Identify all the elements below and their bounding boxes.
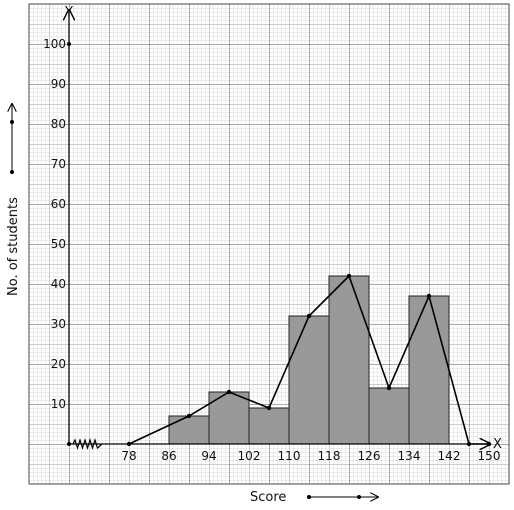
- tick-labels: 10 20 30 40 50 60 70 80 90 100 78 86 94 102 110 118 126 1…: [43, 37, 500, 463]
- x-tick-label: 134: [398, 449, 421, 463]
- polygon-point: [266, 405, 272, 411]
- y-axis-letter: Y: [64, 5, 73, 20]
- x-tick-label: 78: [121, 449, 136, 463]
- polygon-point: [346, 273, 352, 279]
- y-tick-label: 50: [51, 237, 66, 251]
- polygon-point: [486, 441, 492, 447]
- polygon-point: [466, 441, 472, 447]
- y-tick-label: 40: [51, 277, 66, 291]
- y-tick-label: 90: [51, 77, 66, 91]
- y-tick-label: 60: [51, 197, 66, 211]
- polygon-point: [226, 389, 232, 395]
- y-tick-label: 100: [43, 37, 66, 51]
- axes: [67, 10, 490, 451]
- x-tick-label: 110: [278, 449, 301, 463]
- origin-point: [67, 442, 71, 446]
- histogram-bar: [368, 387, 410, 445]
- x-tick-label: 86: [161, 449, 176, 463]
- frequency-polygon-line: [128, 274, 489, 445]
- histogram-bar: [408, 295, 450, 445]
- y-tick-label: 30: [51, 317, 66, 331]
- histogram-bar: [248, 407, 290, 445]
- y-tick-label: 80: [51, 117, 66, 131]
- polygon-point: [186, 413, 192, 419]
- x-tick-label: 118: [318, 449, 341, 463]
- polygon-point: [426, 293, 432, 299]
- x-direction-arrow-icon: [307, 495, 378, 499]
- polygon-point: [306, 313, 312, 319]
- x-tick-label: 102: [238, 449, 261, 463]
- polygon-point: [126, 441, 132, 447]
- y-axis-top-point: [67, 42, 71, 46]
- y-tick-label: 20: [51, 357, 66, 371]
- graph-paper-grid: [28, 3, 510, 485]
- histogram-bar: [168, 415, 210, 445]
- x-axis-title: Score: [250, 490, 286, 505]
- y-direction-arrow-icon: [10, 104, 14, 174]
- axis-break-icon: [72, 437, 103, 451]
- y-tick-label: 70: [51, 157, 66, 171]
- polygon-point: [386, 385, 392, 391]
- frequency-polygon: [126, 273, 492, 447]
- y-tick-label: 10: [51, 397, 66, 411]
- histogram-bar: [288, 315, 330, 445]
- x-tick-label: 150: [478, 449, 501, 463]
- x-tick-label: 94: [201, 449, 216, 463]
- histogram-bar: [328, 275, 370, 445]
- x-tick-label: 142: [438, 449, 461, 463]
- y-axis-title: No. of students: [6, 197, 21, 296]
- x-tick-label: 126: [358, 449, 381, 463]
- x-axis-letter: X: [493, 437, 502, 452]
